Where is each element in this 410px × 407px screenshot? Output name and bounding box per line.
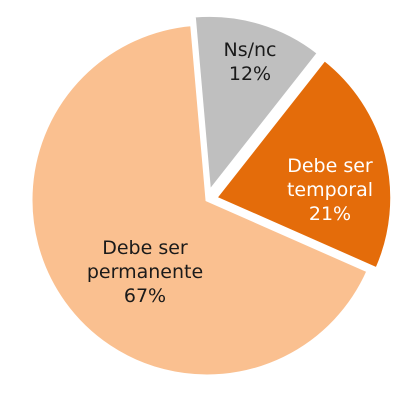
pie-slice bbox=[213, 57, 394, 271]
slice-label: Ns/nc 12% bbox=[205, 38, 295, 86]
slice-value: 21% bbox=[308, 203, 352, 225]
slice-category: Debe ser temporal bbox=[286, 155, 374, 201]
slice-label: Debe ser temporal 21% bbox=[275, 154, 385, 226]
slice-category: Debe ser permanente bbox=[86, 237, 204, 283]
slice-label: Debe ser permanente 67% bbox=[70, 236, 220, 308]
slice-value: 67% bbox=[123, 285, 167, 307]
slice-value: 12% bbox=[228, 63, 272, 85]
pie-slice bbox=[192, 13, 321, 196]
pie-slice bbox=[29, 23, 371, 378]
slice-category: Ns/nc bbox=[223, 39, 277, 61]
